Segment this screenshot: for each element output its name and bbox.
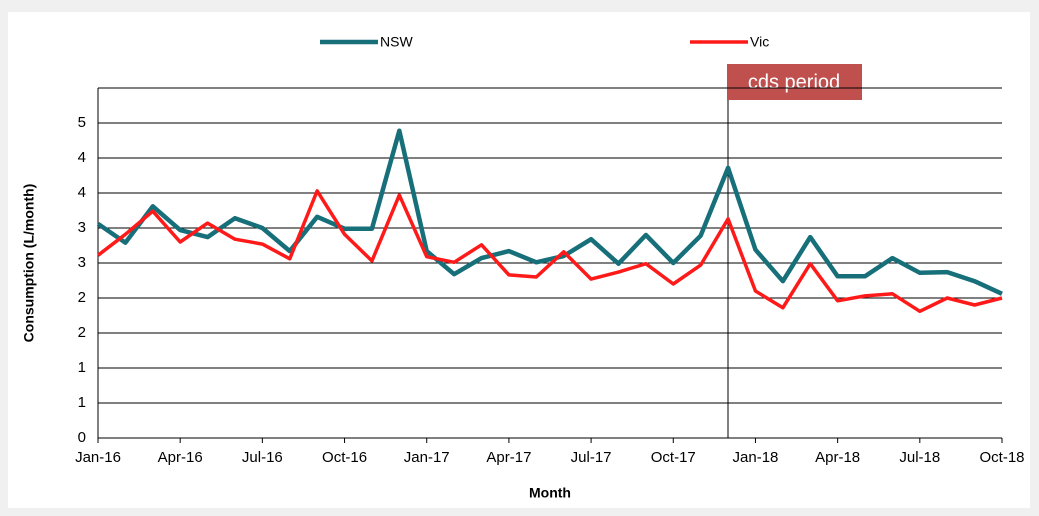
y-tick-label: 1 bbox=[78, 359, 86, 376]
chart-background bbox=[8, 12, 1030, 508]
y-tick-label: 0 bbox=[78, 429, 86, 446]
y-tick-label: 1 bbox=[78, 394, 86, 411]
legend-label: Vic bbox=[750, 34, 769, 50]
x-tick-label: Apr-17 bbox=[486, 449, 531, 466]
y-tick-label: 2 bbox=[78, 289, 86, 306]
x-tick-label: Oct-18 bbox=[979, 449, 1024, 466]
series-line bbox=[96, 128, 1003, 296]
x-tick-label: Oct-16 bbox=[322, 449, 367, 466]
y-axis-label: Consumption (L/month) bbox=[21, 184, 37, 343]
x-tick-label: Jul-17 bbox=[571, 449, 612, 466]
x-tick-label: Jan-17 bbox=[404, 449, 450, 466]
x-tick-label: Apr-18 bbox=[815, 449, 860, 466]
series-line bbox=[96, 189, 1003, 314]
y-tick-label: 2 bbox=[78, 324, 86, 341]
legend-label: NSW bbox=[380, 34, 413, 50]
y-tick-label: 3 bbox=[78, 219, 86, 236]
y-tick-label: 3 bbox=[78, 254, 86, 271]
y-tick-label: 4 bbox=[78, 184, 86, 201]
x-axis-label: Month bbox=[529, 485, 571, 501]
annotation-box bbox=[727, 64, 862, 100]
x-tick-label: Jan-16 bbox=[75, 449, 121, 466]
y-tick-label: 4 bbox=[78, 149, 86, 166]
y-tick-label: 5 bbox=[78, 114, 86, 131]
x-tick-label: Oct-17 bbox=[651, 449, 696, 466]
x-tick-label: Jul-16 bbox=[242, 449, 283, 466]
annotation-text: cds period bbox=[748, 71, 840, 93]
x-tick-label: Apr-16 bbox=[158, 449, 203, 466]
x-tick-label: Jan-18 bbox=[733, 449, 779, 466]
x-tick-label: Jul-18 bbox=[899, 449, 940, 466]
